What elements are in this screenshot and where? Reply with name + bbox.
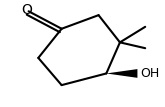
Text: O: O [21,3,32,17]
Polygon shape [106,69,137,78]
Text: OH: OH [140,67,160,80]
